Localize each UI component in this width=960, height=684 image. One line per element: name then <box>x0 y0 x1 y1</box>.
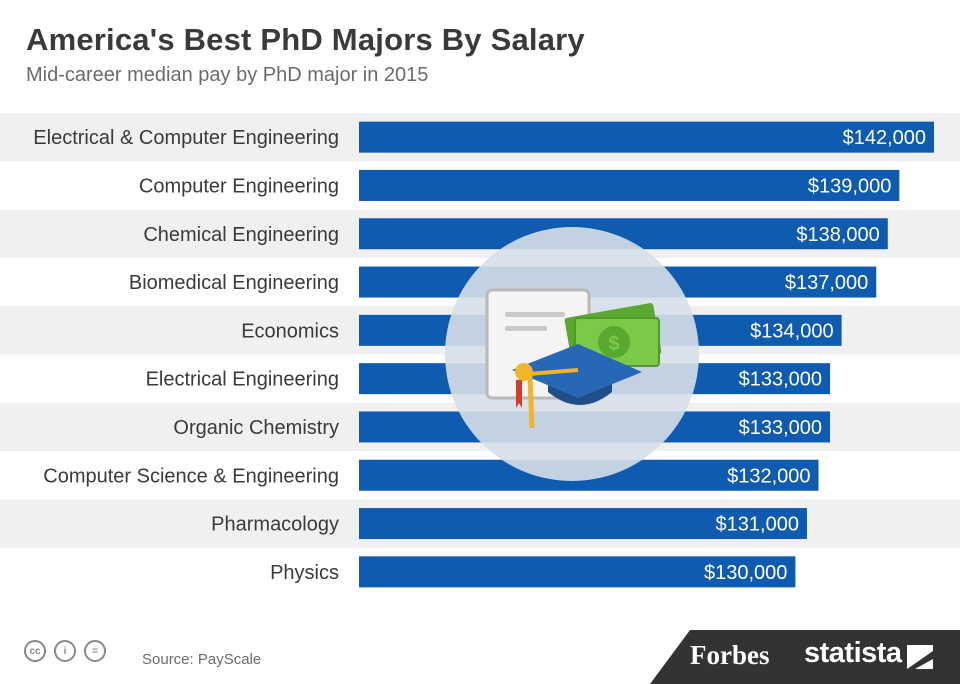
value-label: $133,000 <box>739 369 822 391</box>
bar <box>359 556 796 588</box>
source-note: Source: PayScale <box>142 651 262 668</box>
value-label: $132,000 <box>727 465 810 487</box>
category-label: Electrical & Computer Engineering <box>33 127 339 149</box>
no-derivatives-icon: = <box>84 640 106 662</box>
bar <box>359 121 934 153</box>
forbes-logo[interactable]: Forbes <box>690 640 770 670</box>
graduation-illustration: $ <box>445 227 699 481</box>
category-label: Biomedical Engineering <box>129 272 339 294</box>
category-label: Computer Science & Engineering <box>43 465 339 487</box>
category-label: Organic Chemistry <box>173 417 339 439</box>
category-label: Electrical Engineering <box>146 369 339 391</box>
chart-subtitle: Mid-career median pay by PhD major in 20… <box>26 64 429 86</box>
license-icons: cc i = <box>24 640 106 662</box>
value-label: $138,000 <box>796 224 879 246</box>
statista-mark-icon <box>907 645 933 669</box>
chart-title: America's Best PhD Majors By Salary <box>26 22 585 57</box>
svg-text:$: $ <box>608 333 619 355</box>
bar <box>359 508 807 540</box>
cc-icon: cc <box>24 640 46 662</box>
attribution-icon: i <box>54 640 76 662</box>
value-label: $137,000 <box>785 272 868 294</box>
category-label: Computer Engineering <box>139 175 339 197</box>
value-label: $130,000 <box>704 562 787 584</box>
bar-chart: $ Electrical & Computer Engineering $142,… <box>0 113 960 588</box>
value-label: $131,000 <box>716 514 799 536</box>
category-label: Pharmacology <box>211 514 339 536</box>
value-label: $134,000 <box>750 320 833 342</box>
bar <box>359 169 900 201</box>
category-label: Physics <box>270 562 339 584</box>
value-label: $133,000 <box>739 417 822 439</box>
value-label: $142,000 <box>843 127 926 149</box>
value-label: $139,000 <box>808 175 891 197</box>
category-label: Economics <box>241 320 339 342</box>
category-label: Chemical Engineering <box>143 224 339 246</box>
statista-logo[interactable]: statista <box>804 637 902 669</box>
